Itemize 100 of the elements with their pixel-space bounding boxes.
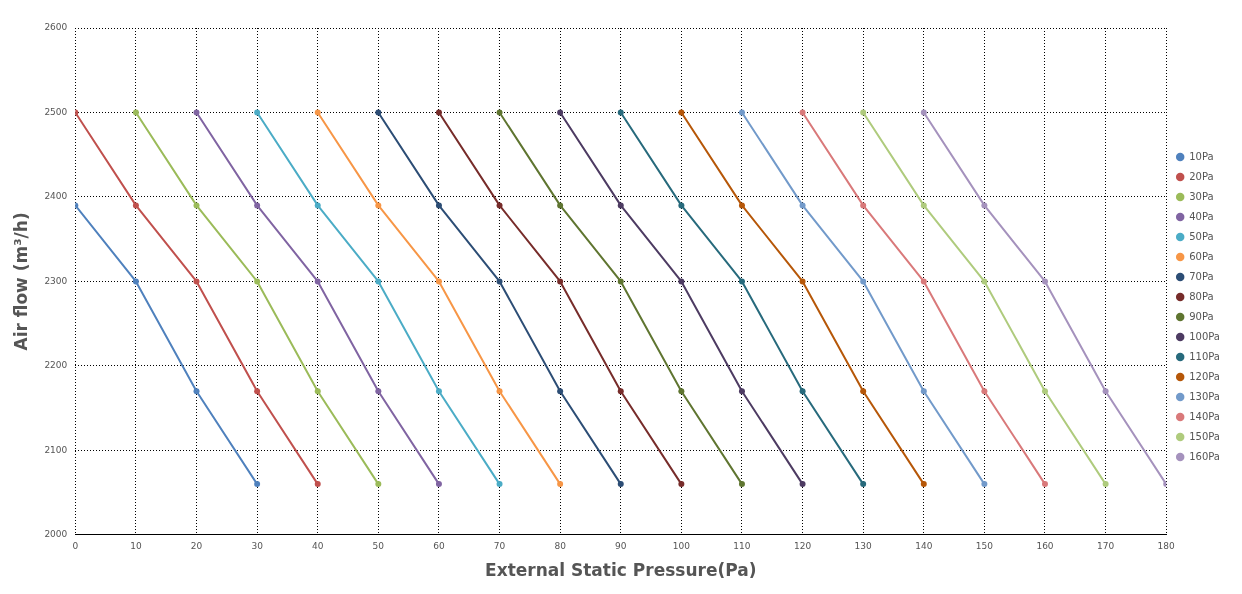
legend-label: 100Pa — [1189, 330, 1220, 342]
x-tick-label: 60 — [433, 540, 445, 551]
point — [375, 388, 382, 395]
y-tick-label: 2400 — [44, 191, 68, 202]
x-tick-label: 110 — [733, 540, 751, 551]
x-tick-label: 20 — [190, 540, 203, 551]
point — [678, 481, 685, 488]
point — [1041, 278, 1048, 285]
point — [254, 202, 261, 209]
point — [920, 481, 927, 488]
y-tick-label: 2500 — [44, 106, 68, 117]
point — [920, 202, 927, 209]
point — [193, 109, 200, 116]
point — [496, 481, 503, 488]
legend-label: 40Pa — [1189, 210, 1214, 222]
point — [920, 109, 927, 116]
x-tick-label: 80 — [554, 540, 567, 551]
x-tick-label: 120 — [793, 540, 812, 551]
legend-label: 110Pa — [1189, 350, 1220, 362]
point — [920, 278, 927, 285]
x-tick-label: 160 — [1036, 540, 1054, 551]
x-tick-label: 130 — [854, 540, 873, 551]
point — [193, 388, 200, 395]
point — [435, 481, 442, 488]
point — [496, 202, 503, 209]
legend-label: 50Pa — [1189, 230, 1214, 242]
legend-label: 60Pa — [1189, 250, 1214, 262]
point — [617, 278, 624, 285]
x-tick-label: 40 — [312, 540, 324, 551]
x-tick-label: 90 — [615, 540, 627, 551]
point — [375, 278, 382, 285]
legend-label: 120Pa — [1189, 370, 1220, 382]
x-tick-label: 50 — [372, 540, 385, 551]
point — [435, 109, 442, 116]
x-tick-label: 100 — [672, 540, 691, 551]
point — [132, 278, 139, 285]
point — [799, 109, 806, 116]
legend-label: 160Pa — [1189, 450, 1220, 462]
point — [981, 278, 988, 285]
point — [738, 202, 745, 209]
x-tick-label: 140 — [915, 540, 933, 551]
point — [132, 109, 139, 116]
point — [375, 202, 382, 209]
legend-label: 30Pa — [1189, 190, 1214, 202]
point — [617, 481, 624, 488]
point — [1102, 388, 1109, 395]
point — [375, 481, 382, 488]
point — [193, 202, 200, 209]
point — [920, 388, 927, 395]
legend-label: 90Pa — [1189, 310, 1214, 322]
legend-label: 140Pa — [1189, 410, 1220, 422]
point — [799, 388, 806, 395]
y-tick-label: 2300 — [44, 275, 68, 286]
point — [617, 202, 624, 209]
point — [557, 109, 564, 116]
point — [557, 481, 564, 488]
point — [496, 109, 503, 116]
point — [1041, 481, 1048, 488]
point — [132, 202, 139, 209]
x-tick-label: 30 — [251, 540, 264, 551]
y-tick-label: 2600 — [44, 22, 68, 33]
point — [617, 109, 624, 116]
legend-label: 20Pa — [1189, 170, 1214, 182]
point — [678, 109, 685, 116]
point — [860, 109, 867, 116]
x-tick-label: 170 — [1097, 540, 1115, 551]
point — [678, 388, 685, 395]
point — [981, 202, 988, 209]
point — [617, 388, 624, 395]
point — [557, 202, 564, 209]
legend-label: 130Pa — [1189, 390, 1220, 402]
point — [254, 278, 261, 285]
legend-label: 10Pa — [1189, 150, 1214, 162]
x-tick-label: 180 — [1157, 540, 1176, 551]
point — [738, 278, 745, 285]
point — [678, 278, 685, 285]
legend-label: 70Pa — [1189, 270, 1214, 282]
point — [375, 109, 382, 116]
point — [860, 278, 867, 285]
legend-label: 150Pa — [1189, 430, 1220, 442]
y-tick-label: 2200 — [44, 360, 68, 371]
point — [1102, 481, 1109, 488]
y-tick-label: 2000 — [44, 529, 68, 540]
point — [860, 202, 867, 209]
point — [799, 202, 806, 209]
point — [435, 388, 442, 395]
point — [981, 388, 988, 395]
point — [496, 278, 503, 285]
point — [254, 481, 261, 488]
point — [193, 278, 200, 285]
x-tick-label: 0 — [72, 540, 79, 551]
point — [557, 278, 564, 285]
x-tick-label: 70 — [493, 540, 506, 551]
point — [738, 388, 745, 395]
point — [314, 278, 321, 285]
point — [860, 388, 867, 395]
point — [314, 388, 321, 395]
point — [799, 278, 806, 285]
point — [738, 481, 745, 488]
point — [799, 481, 806, 488]
